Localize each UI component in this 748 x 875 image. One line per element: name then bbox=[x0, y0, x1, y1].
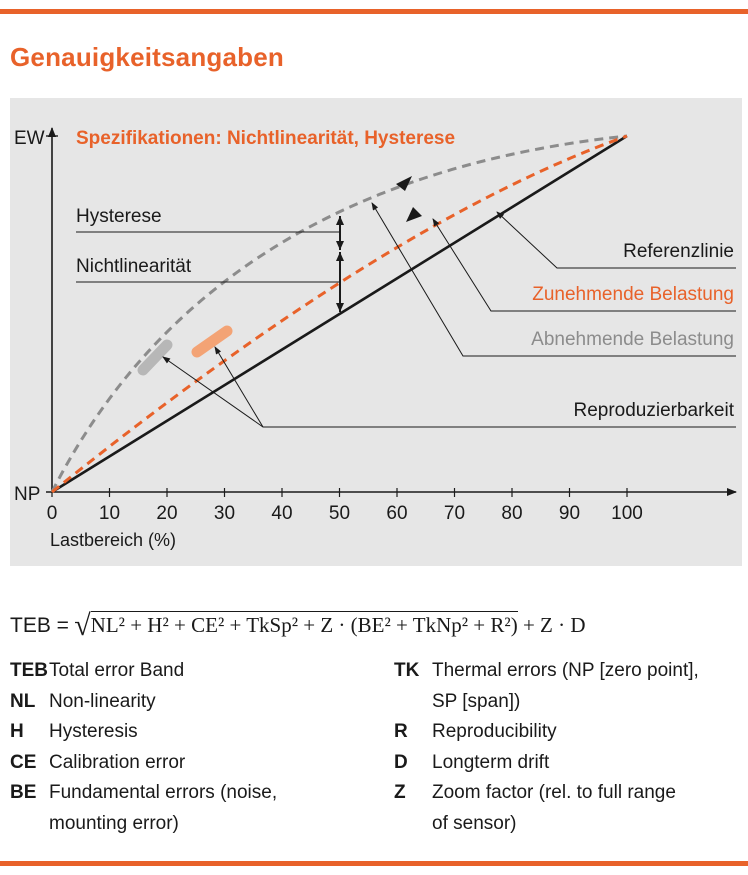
legend-description: Fundamental errors (noise, bbox=[49, 782, 278, 803]
legend-row: Z Zoom factor (rel. to full range bbox=[394, 778, 744, 809]
legend-description: Calibration error bbox=[49, 751, 186, 773]
legend-row: TK Thermal errors (NP [zero point], bbox=[394, 656, 744, 687]
nonlinearity-label: Nichtlinearität bbox=[76, 256, 192, 277]
increasing-load-label: Zunehmende Belastung bbox=[532, 284, 734, 305]
hysteresis-label: Hysterese bbox=[76, 206, 162, 227]
legend-description: of sensor) bbox=[432, 812, 517, 834]
nonlinearity-top-arrowhead bbox=[336, 252, 344, 261]
increasing-callout-line bbox=[432, 218, 736, 312]
x-tick-label: 100 bbox=[611, 503, 643, 524]
legend-description: Longterm drift bbox=[432, 751, 550, 773]
np-label: NP bbox=[14, 484, 40, 505]
x-tick-label: 20 bbox=[156, 503, 177, 524]
nonlinearity-bottom-arrowhead bbox=[336, 303, 344, 312]
chart-panel bbox=[10, 98, 742, 566]
legend-right: TK Thermal errors (NP [zero point], SP [sp… bbox=[394, 656, 744, 839]
increasing-load-curve bbox=[51, 134, 628, 494]
formula-radicand: NL² + H² + CE² + TkSp² + Z · (BE² + TkNp… bbox=[90, 611, 518, 637]
hysteresis-top-arrowhead bbox=[336, 216, 344, 225]
reference-callout-line bbox=[496, 211, 736, 269]
legend-left: TEB Total error Band NL Non-linearity H Hyste… bbox=[10, 656, 380, 839]
legend-abbreviation: TEB bbox=[10, 660, 48, 681]
legend-description: Zoom factor (rel. to full range bbox=[432, 782, 676, 803]
legend-row: BE Fundamental errors (noise, bbox=[10, 778, 380, 809]
legend-row: H Hysteresis bbox=[10, 717, 380, 748]
legend-row: D Longterm drift bbox=[394, 748, 744, 779]
decreasing-load-label: Abnehmende Belastung bbox=[531, 329, 734, 350]
decreasing-callout-line bbox=[371, 202, 736, 357]
increasing-direction-arrow bbox=[406, 207, 422, 222]
reproducibility-band-gray bbox=[137, 339, 173, 376]
ew-label: EW bbox=[14, 128, 45, 149]
legend-description: mounting error) bbox=[49, 812, 179, 834]
legend-abbreviation: NL bbox=[10, 690, 36, 712]
legend-abbreviation bbox=[10, 809, 49, 840]
legend-description: Thermal errors (NP [zero point], bbox=[432, 660, 699, 681]
reference-line bbox=[51, 134, 628, 494]
top-accent-bar bbox=[0, 9, 748, 14]
x-tick-label: 70 bbox=[444, 503, 465, 524]
teb-formula: TEB = √NL² + H² + CE² + TkSp² + Z · (BE²… bbox=[10, 606, 744, 650]
legend-abbreviation bbox=[394, 687, 432, 718]
legend-abbreviation: R bbox=[394, 721, 408, 742]
legend-row: NL Non-linearity bbox=[10, 687, 380, 718]
x-tick-label: 10 bbox=[99, 503, 120, 524]
x-tick-label: 60 bbox=[386, 503, 407, 524]
x-axis-title: Lastbereich (%) bbox=[50, 530, 176, 550]
legend-abbreviation: Z bbox=[394, 782, 406, 803]
legend-abbreviation bbox=[394, 809, 432, 840]
legend-abbreviation: D bbox=[394, 751, 408, 773]
section-title: Genauigkeitsangaben bbox=[10, 42, 284, 72]
x-tick-label: 0 bbox=[47, 503, 58, 524]
x-tick-label: 40 bbox=[271, 503, 292, 524]
legend-row: mounting error) bbox=[10, 809, 380, 840]
hysteresis-bottom-arrowhead bbox=[336, 241, 344, 250]
legend-abbreviation: TK bbox=[394, 660, 420, 681]
legend-row: of sensor) bbox=[394, 809, 744, 840]
legend-row: SP [span]) bbox=[394, 687, 744, 718]
reproducibility-callout-branch bbox=[214, 346, 264, 428]
x-tick-label: 90 bbox=[559, 503, 580, 524]
legend-description: SP [span]) bbox=[432, 690, 521, 712]
legend-description: Total error Band bbox=[49, 660, 185, 681]
legend-description: Reproducibility bbox=[432, 721, 557, 742]
bottom-accent-bar bbox=[0, 861, 748, 866]
decreasing-load-curve bbox=[50, 134, 628, 493]
reproducibility-band-orange bbox=[191, 325, 233, 358]
legend-description: Non-linearity bbox=[49, 690, 156, 712]
legend-abbreviation: CE bbox=[10, 751, 37, 773]
legend-row: TEB Total error Band bbox=[10, 656, 380, 687]
reproducibility-label: Reproduzierbarkeit bbox=[573, 400, 734, 421]
legend-row: CE Calibration error bbox=[10, 748, 380, 779]
square-root-icon: √ bbox=[74, 609, 91, 642]
legend-abbreviation: H bbox=[10, 721, 24, 742]
x-tick-label: 80 bbox=[501, 503, 522, 524]
decreasing-direction-arrow bbox=[396, 176, 412, 191]
formula-tail: + Z · D bbox=[522, 613, 586, 637]
legend-row: R Reproducibility bbox=[394, 717, 744, 748]
x-tick-label: 50 bbox=[329, 503, 350, 524]
legend-abbreviation: BE bbox=[10, 782, 37, 803]
chart-title: Spezifikationen: Nichtlinearität, Hyster… bbox=[76, 128, 455, 149]
formula-lhs: TEB = bbox=[10, 614, 69, 637]
x-tick-label: 30 bbox=[214, 503, 235, 524]
reference-line-label: Referenzlinie bbox=[623, 241, 734, 262]
legend-description: Hysteresis bbox=[49, 721, 138, 742]
